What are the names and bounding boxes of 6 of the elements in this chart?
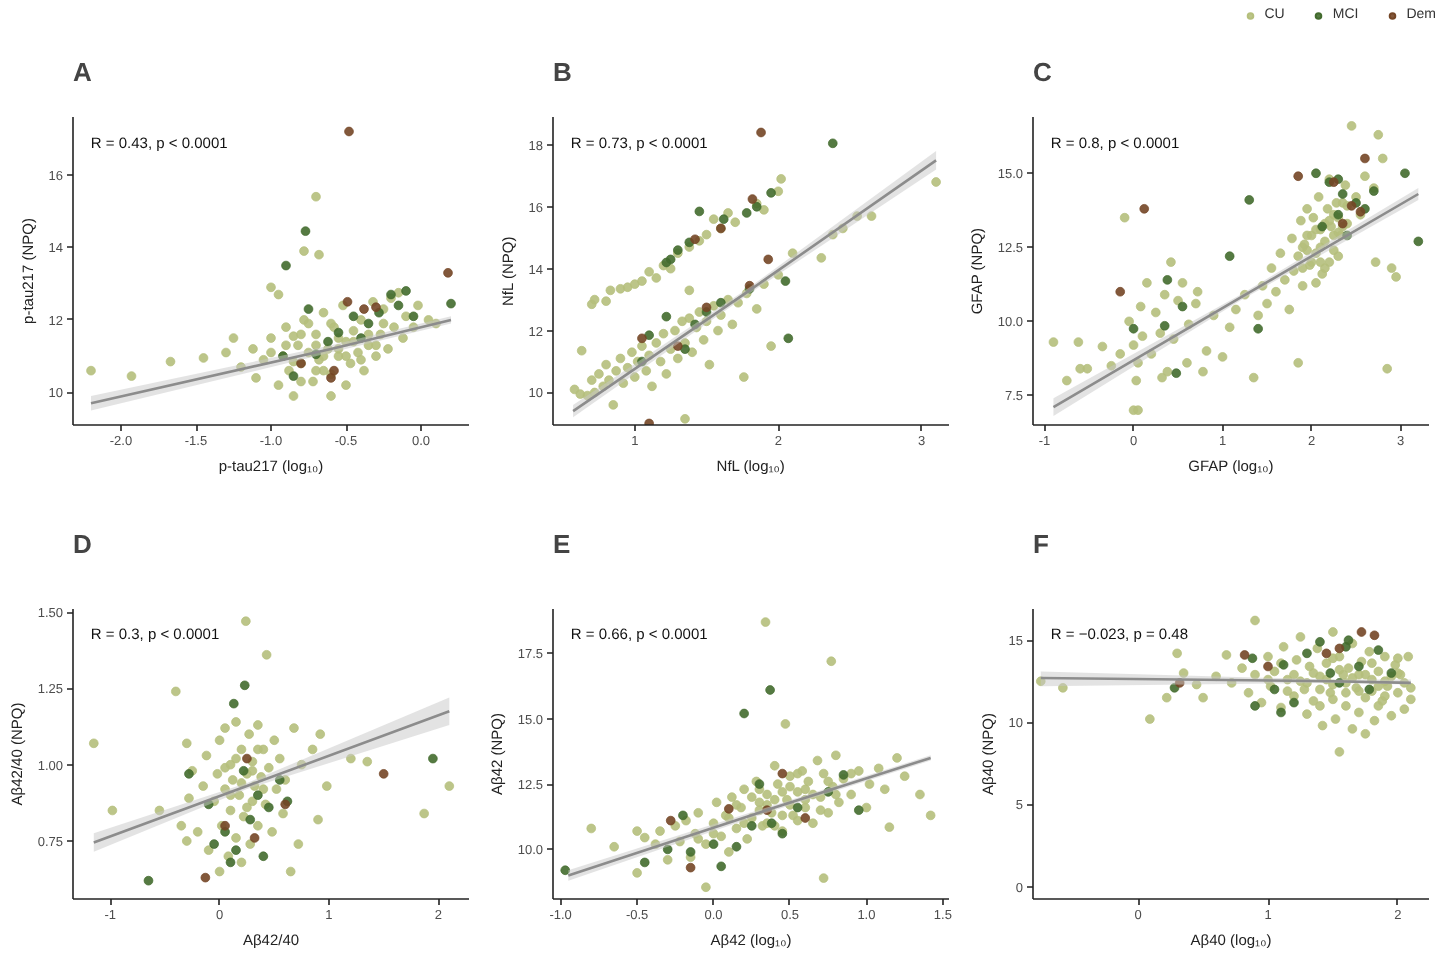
chart-title: F xyxy=(1033,529,1049,559)
chart-title: D xyxy=(73,529,92,559)
chart-title: E xyxy=(553,529,571,559)
chart-title: B xyxy=(553,57,572,87)
chart-title: C xyxy=(1033,57,1053,87)
chart-title: A xyxy=(73,57,93,87)
